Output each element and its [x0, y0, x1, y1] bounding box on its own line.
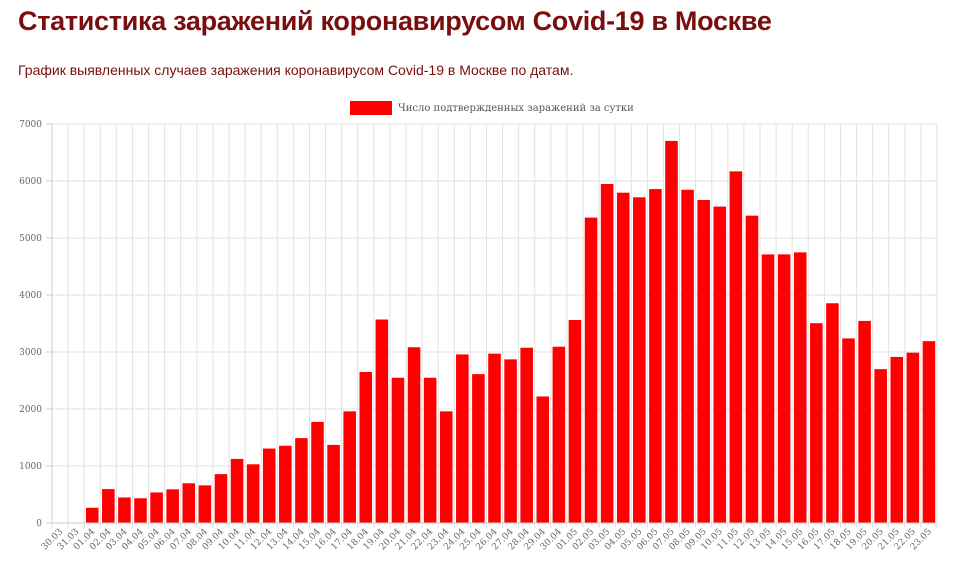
bar-18.05[interactable]	[842, 338, 855, 523]
bar-30.04[interactable]	[552, 346, 566, 523]
bar-10.04[interactable]	[230, 458, 244, 523]
bar-17.05[interactable]	[826, 303, 839, 523]
y-tick-label: 1000	[19, 462, 42, 472]
y-tick-label: 3000	[19, 348, 42, 358]
y-tick-label: 5000	[19, 234, 42, 244]
bar-26.04[interactable]	[488, 353, 501, 523]
bar-19.05[interactable]	[858, 320, 871, 523]
bar-06.04[interactable]	[166, 489, 179, 523]
bar-13.05[interactable]	[761, 254, 775, 523]
bar-23.04[interactable]	[439, 411, 453, 523]
bar-23.05[interactable]	[922, 341, 936, 523]
y-tick-label: 6000	[19, 177, 42, 187]
bar-21.04[interactable]	[407, 347, 421, 523]
bar-05.05[interactable]	[633, 197, 646, 523]
bar-14.05[interactable]	[777, 254, 791, 523]
bar-03.05[interactable]	[600, 183, 614, 524]
bar-15.04[interactable]	[311, 421, 324, 523]
bar-18.04[interactable]	[359, 372, 373, 523]
bar-09.04[interactable]	[214, 474, 228, 523]
bar-14.04[interactable]	[295, 438, 308, 523]
bar-16.04[interactable]	[327, 444, 340, 523]
bar-20.04[interactable]	[391, 377, 405, 523]
bar-01.05[interactable]	[568, 320, 582, 523]
bar-22.04[interactable]	[423, 377, 437, 523]
bar-19.04[interactable]	[375, 319, 389, 523]
bar-06.05[interactable]	[649, 189, 662, 523]
bar-17.04[interactable]	[343, 411, 356, 523]
legend-swatch	[350, 101, 392, 115]
bar-16.05[interactable]	[810, 323, 823, 523]
chart-bars	[85, 140, 936, 524]
bar-22.05[interactable]	[906, 352, 920, 523]
page-title: Статистика заражений коронавирусом Covid…	[18, 6, 772, 36]
page-subtitle: График выявленных случаев заражения коро…	[18, 62, 574, 78]
bar-13.04[interactable]	[279, 445, 292, 523]
legend-label: Число подтвержденных заражений за сутки	[398, 103, 634, 114]
bar-09.05[interactable]	[697, 199, 710, 523]
y-tick-label: 0	[36, 519, 42, 529]
bar-04.04[interactable]	[134, 498, 147, 523]
bar-01.04[interactable]	[85, 507, 99, 523]
y-tick-label: 2000	[19, 405, 42, 415]
bar-07.04[interactable]	[182, 483, 196, 523]
y-tick-label: 4000	[19, 291, 42, 301]
bar-08.05[interactable]	[681, 189, 694, 523]
bar-07.05[interactable]	[665, 140, 678, 523]
y-tick-label: 7000	[19, 120, 42, 130]
chart-legend[interactable]: Число подтвержденных заражений за сутки	[350, 101, 634, 115]
bar-29.04[interactable]	[536, 396, 550, 523]
bar-15.05[interactable]	[793, 252, 807, 523]
bar-11.04[interactable]	[246, 464, 260, 523]
bar-04.05[interactable]	[616, 192, 630, 523]
bar-28.04[interactable]	[520, 347, 533, 523]
bar-27.04[interactable]	[504, 359, 517, 523]
bar-12.05[interactable]	[745, 215, 759, 523]
bar-05.04[interactable]	[150, 492, 163, 523]
bar-11.05[interactable]	[729, 171, 743, 523]
bar-03.04[interactable]	[118, 497, 131, 523]
bar-20.05[interactable]	[874, 369, 887, 523]
bar-08.04[interactable]	[198, 485, 212, 523]
bar-02.04[interactable]	[102, 489, 115, 523]
bar-25.04[interactable]	[472, 374, 485, 523]
bar-02.05[interactable]	[584, 217, 598, 523]
bar-10.05[interactable]	[713, 206, 727, 523]
bar-12.04[interactable]	[262, 448, 276, 523]
bar-24.04[interactable]	[456, 354, 469, 523]
bar-21.05[interactable]	[890, 356, 904, 523]
